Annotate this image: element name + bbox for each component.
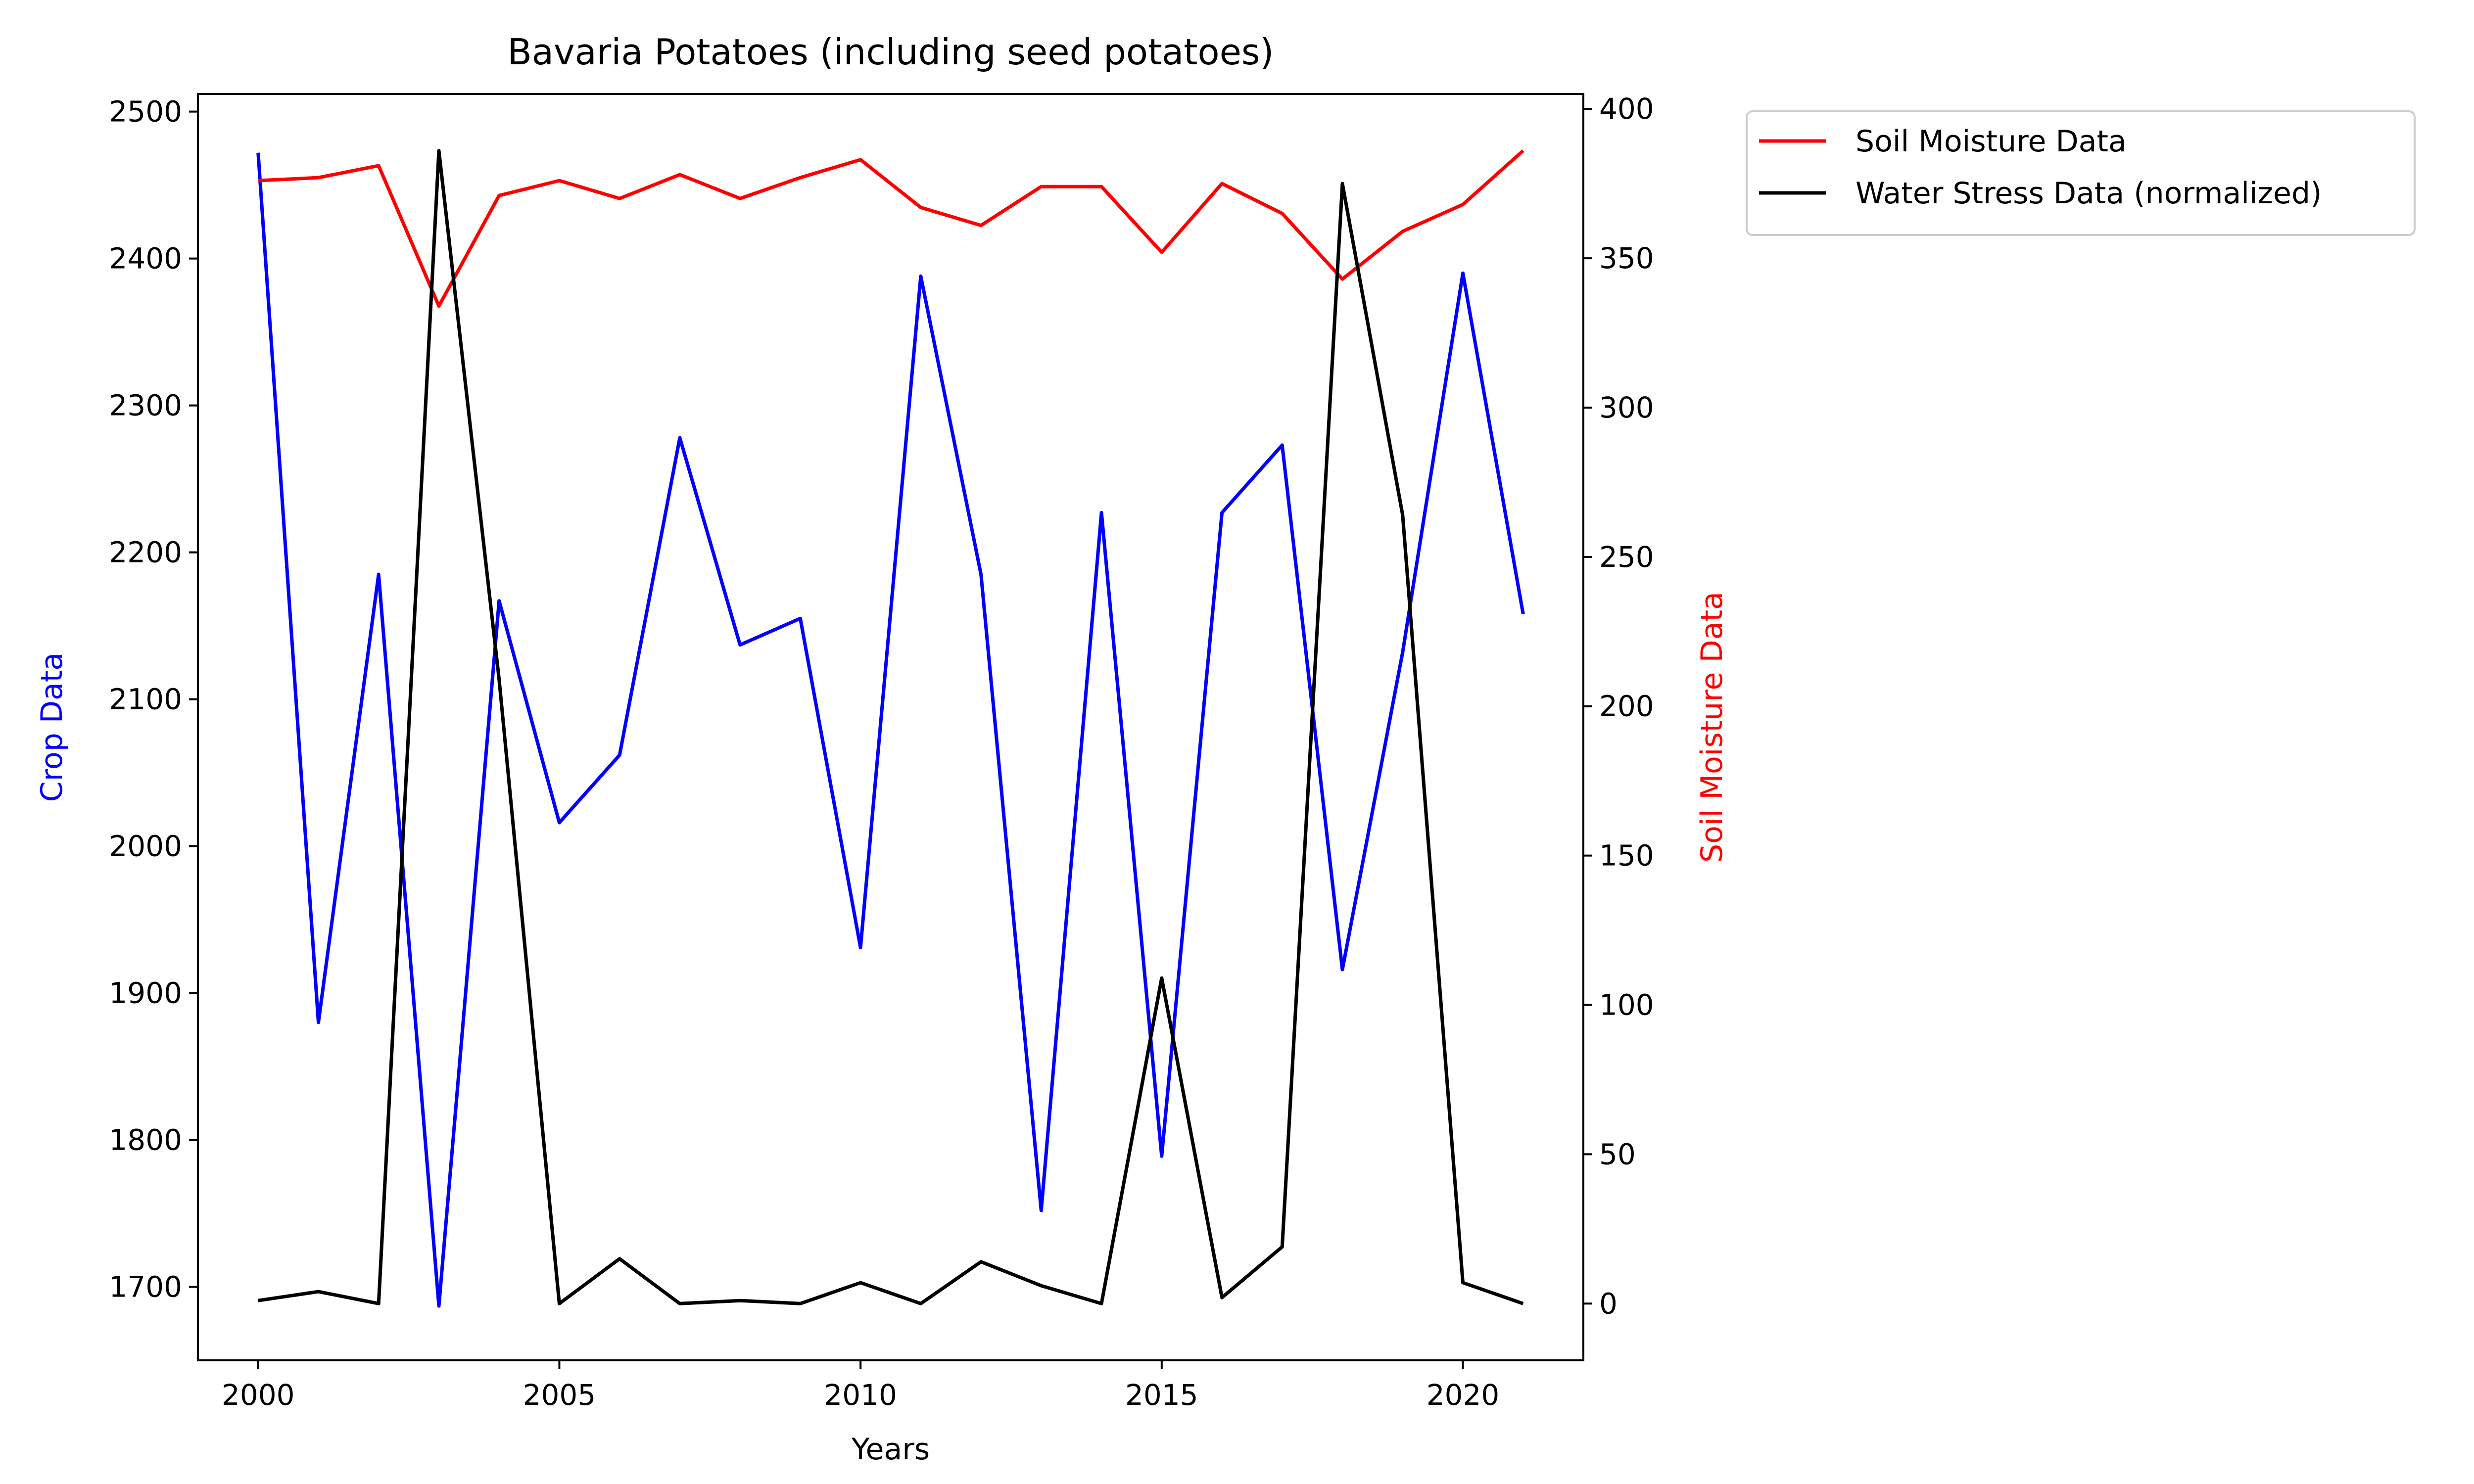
x-axis-tick-label: 2005: [523, 1378, 596, 1412]
plot-frame: [197, 93, 1584, 1361]
right-axis: 0 50 100 150 200 250 300 350 400: [1583, 92, 1654, 1320]
x-axis-tick-label: 2015: [1125, 1378, 1198, 1412]
right-axis-tick-label: 250: [1599, 540, 1654, 574]
x-axis-tick-label: 2010: [824, 1378, 897, 1412]
legend-box: [1746, 110, 2416, 236]
x-axis-tick-label: 2000: [222, 1378, 295, 1412]
right-axis-tick-label: 100: [1599, 988, 1654, 1022]
chart-title: Bavaria Potatoes (including seed potatoe…: [508, 31, 1274, 73]
series-line-soil-moisture-data: [258, 149, 1524, 308]
left-axis-tick-label: 2100: [109, 683, 182, 716]
left-axis-tick-label: 2000: [109, 830, 182, 863]
right-axis-tick-label: 0: [1599, 1287, 1618, 1320]
right-axis-tick-label: 400: [1599, 92, 1654, 126]
legend: Soil Moisture Data Water Stress Data (nor…: [1746, 110, 2416, 236]
left-axis-tick-label: 2500: [109, 95, 182, 129]
right-axis-tick-label: 200: [1599, 690, 1654, 723]
left-axis-tick-label: 2200: [109, 536, 182, 569]
right-axis-tick-label: 150: [1599, 839, 1654, 873]
x-axis-tick-label: 2020: [1427, 1378, 1500, 1412]
right-axis-tick-label: 350: [1599, 241, 1654, 275]
left-axis-label: Crop Data: [35, 652, 69, 802]
left-axis-tick-label: 1800: [109, 1123, 182, 1157]
left-axis-tick-label: 2400: [109, 242, 182, 276]
x-axis-label: Years: [851, 1432, 930, 1467]
series-line-water-stress-data-normalized: [258, 149, 1524, 1305]
plot-lines: [256, 149, 1525, 1308]
legend-label: Water Stress Data (normalized): [1856, 176, 2322, 211]
left-axis: 1700 1800 1900 2000 2100 2200 2300 2400 2500: [109, 95, 198, 1304]
right-axis-tick-label: 300: [1599, 391, 1654, 424]
left-axis-tick-label: 1900: [109, 976, 182, 1010]
right-axis-label: Soil Moisture Data: [1695, 592, 1729, 863]
right-axis-tick-label: 50: [1599, 1137, 1636, 1171]
left-axis-tick-label: 2300: [109, 389, 182, 422]
left-axis-tick-label: 1700: [109, 1270, 182, 1304]
x-axis: 2000 2005 2010 2015 2020: [222, 1360, 1499, 1412]
legend-label: Soil Moisture Data: [1856, 124, 2127, 159]
